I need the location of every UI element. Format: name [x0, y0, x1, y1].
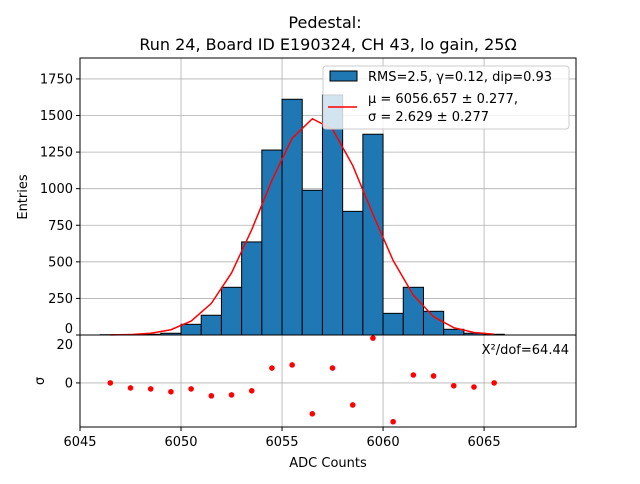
residual-point [431, 373, 437, 379]
histogram-bar [221, 287, 241, 335]
residual-point [148, 386, 154, 392]
legend-hist-swatch [330, 71, 357, 81]
residual-point [310, 411, 316, 417]
legend: RMS=2.5, γ=0.12, dip=0.93 μ = 6056.657 ±… [323, 66, 569, 129]
y-tick-label: 20 [56, 338, 73, 353]
residual-y-axis-label: σ [33, 377, 48, 385]
histogram-bar [343, 211, 363, 335]
residual-point [491, 380, 497, 386]
histogram-bar [282, 99, 302, 335]
y-axis-label: Entries [16, 174, 31, 220]
histogram-bar [181, 324, 201, 335]
histogram-bar [444, 329, 464, 335]
histogram-bar [201, 315, 221, 335]
legend-hist-label: RMS=2.5, γ=0.12, dip=0.93 [368, 70, 552, 85]
residual-point [350, 402, 356, 408]
x-tick-label: 6065 [468, 435, 501, 450]
y-tick-label: 500 [48, 255, 73, 270]
residual-point [249, 388, 255, 394]
histogram-bar [322, 95, 342, 335]
chi2-annotation: X²/dof=64.44 [482, 343, 569, 358]
legend-fit-label-line1: μ = 6056.657 ± 0.277, [368, 92, 518, 107]
residual-point [269, 365, 275, 371]
residual-point [289, 362, 295, 368]
residual-point [411, 372, 417, 378]
y-tick-label: 0 [65, 322, 73, 337]
y-tick-label: 1750 [40, 72, 73, 87]
histogram-bar [423, 311, 443, 335]
histogram-bar [302, 190, 322, 335]
residual-point [451, 383, 457, 389]
chart-title-line1: Pedestal: [288, 13, 361, 32]
y-tick-label: 250 [48, 292, 73, 307]
residual-point [188, 386, 194, 392]
y-tick-label: 0 [65, 376, 73, 391]
residual-point [128, 385, 134, 391]
histogram-bar [242, 242, 262, 335]
y-tick-label: 1000 [40, 182, 73, 197]
x-tick-label: 6050 [164, 435, 197, 450]
residual-point [471, 384, 477, 390]
chart-title-line2: Run 24, Board ID E190324, CH 43, lo gain… [139, 35, 516, 54]
x-tick-label: 6060 [367, 435, 400, 450]
residual-point [370, 335, 376, 341]
x-tick-label: 6055 [265, 435, 298, 450]
residual-point [229, 392, 235, 398]
x-axis-label: ADC Counts [289, 456, 367, 471]
residual-point [108, 380, 114, 386]
residual-point [330, 365, 336, 371]
histogram-bar [363, 134, 383, 335]
x-tick-label: 6045 [63, 435, 96, 450]
residual-point [390, 419, 396, 425]
y-tick-label: 750 [48, 219, 73, 234]
histogram-bar [262, 150, 282, 335]
histogram-bar [383, 313, 403, 335]
residual-point [209, 393, 215, 399]
legend-fit-label-line2: σ = 2.629 ± 0.277 [368, 110, 489, 125]
y-tick-label: 1500 [40, 109, 73, 124]
residual-point [168, 389, 174, 395]
y-tick-label: 1250 [40, 146, 73, 161]
